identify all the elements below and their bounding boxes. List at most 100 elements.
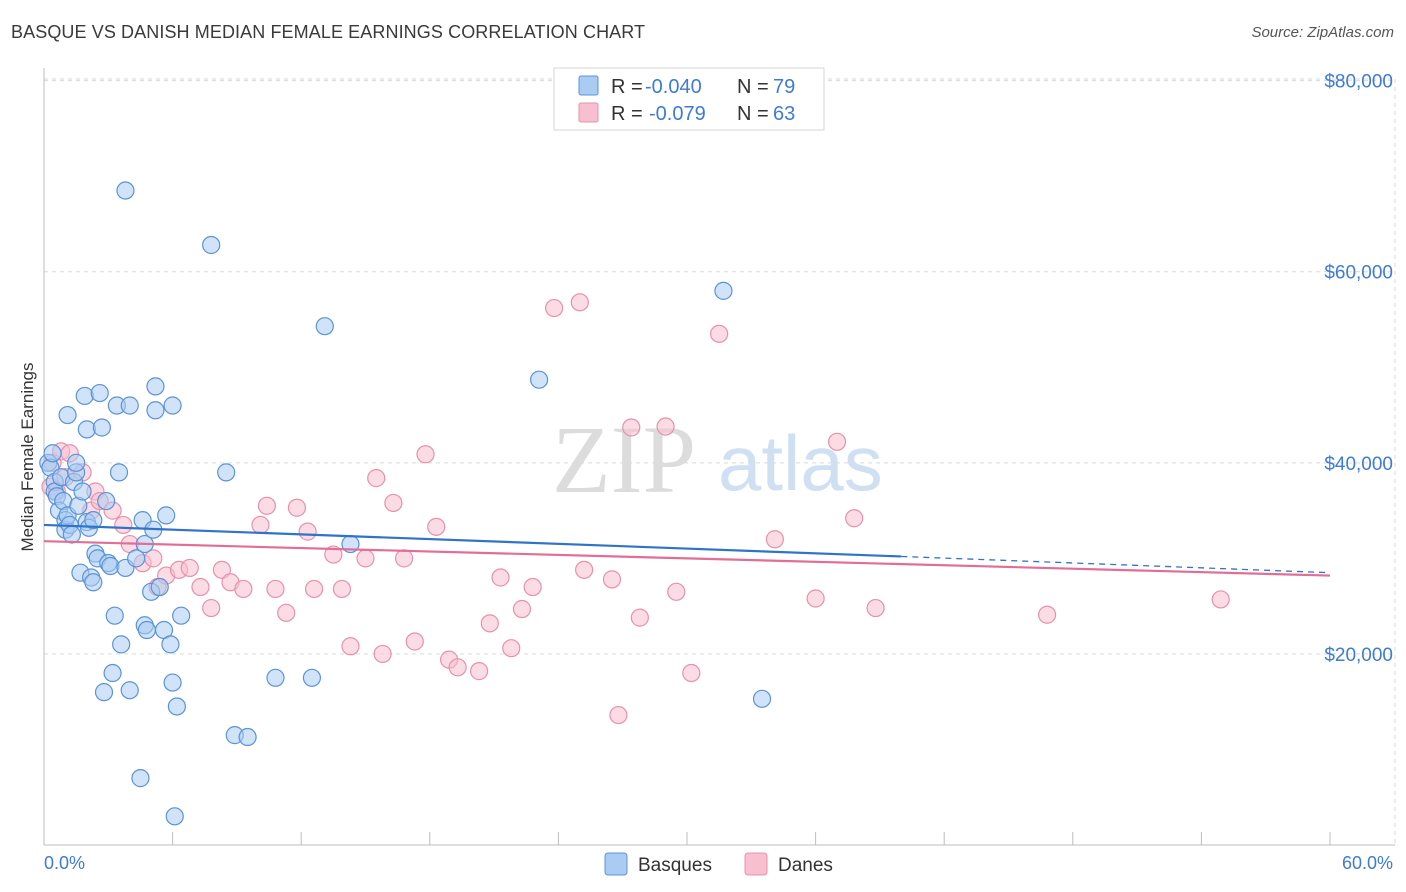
- basques-point-67: [238, 727, 257, 747]
- legend-box: [553, 67, 825, 131]
- danes-point-58: [667, 582, 686, 601]
- danes-point-44: [469, 662, 489, 681]
- basques-point-58: [161, 635, 180, 654]
- danes-point-40: [416, 445, 435, 464]
- basques-trend-line: [43, 523, 902, 558]
- danes-point-56: [630, 608, 649, 627]
- basques-point-69: [302, 668, 322, 687]
- basques-point-60: [163, 396, 182, 415]
- danes-point-32: [332, 579, 352, 599]
- basques-point-62: [167, 697, 186, 716]
- danes-point-52: [575, 560, 594, 579]
- basques-point-73: [714, 281, 733, 300]
- danes-point-26: [266, 579, 285, 599]
- danes-point-35: [367, 469, 386, 488]
- danes-point-39: [405, 632, 424, 651]
- danes-point-66: [1037, 605, 1057, 624]
- basques-point-17: [67, 453, 86, 472]
- danes-point-60: [710, 324, 729, 343]
- basques-series: [39, 181, 772, 826]
- danes-point-63: [827, 432, 847, 451]
- basques-point-50: [137, 620, 156, 640]
- danes-point-11: [114, 515, 133, 535]
- basques-point-32: [94, 683, 114, 702]
- danes-point-27: [277, 603, 296, 622]
- basques-point-46: [131, 769, 150, 788]
- danes-point-64: [845, 509, 864, 528]
- danes-point-29: [298, 522, 317, 541]
- basques-point-41: [116, 181, 135, 200]
- chart-title: BASQUE VS DANISH MEDIAN FEMALE EARNINGS …: [11, 22, 646, 42]
- basques-point-33: [97, 491, 116, 511]
- danes-point-38: [394, 549, 414, 568]
- y-tick-label-0: $20,000: [1324, 645, 1393, 666]
- danes-point-45: [480, 614, 499, 633]
- basques-point-30: [90, 383, 109, 403]
- legend-n-value-danes: 63: [773, 103, 795, 125]
- legend-r-label-basques: R =: [611, 76, 643, 98]
- basques-point-39: [109, 463, 129, 482]
- danes-point-31: [324, 545, 343, 564]
- danes-point-21: [212, 560, 231, 579]
- basques-point-55: [150, 577, 169, 597]
- legend-swatch-danes: [578, 102, 599, 123]
- basques-point-53: [146, 377, 165, 396]
- basques-point-63: [172, 606, 191, 625]
- danes-point-20: [202, 598, 221, 618]
- danes-trend-line: [43, 540, 1331, 577]
- basques-point-20: [73, 482, 92, 501]
- watermark-atlas: atlas: [718, 419, 883, 507]
- basques-point-57: [157, 506, 176, 525]
- legend-r-label-danes: R =: [611, 103, 643, 125]
- basques-point-43: [120, 681, 139, 700]
- basques-point-45: [127, 549, 146, 568]
- y-tick-label-1: $40,000: [1324, 454, 1393, 475]
- danes-point-46: [491, 568, 510, 587]
- basques-point-31: [92, 418, 111, 437]
- danes-point-28: [287, 498, 307, 517]
- basques-point-14: [62, 525, 81, 544]
- danes-point-18: [180, 558, 199, 578]
- basques-point-35: [101, 556, 120, 576]
- danes-point-54: [609, 705, 628, 725]
- basques-point-61: [165, 807, 184, 826]
- bottom-legend-label-danes: Danes: [778, 855, 833, 876]
- danes-point-23: [234, 579, 253, 599]
- y-tick-label-2: $60,000: [1324, 263, 1393, 284]
- y-tick-label-3: $80,000: [1324, 72, 1393, 93]
- basques-point-11: [58, 405, 77, 425]
- danes-point-67: [1211, 590, 1230, 609]
- legend-n-label-danes: N =: [737, 103, 769, 125]
- danes-point-49: [523, 577, 542, 597]
- legend-swatch-basques: [578, 75, 599, 96]
- danes-point-61: [765, 530, 784, 549]
- danes-point-55: [622, 418, 641, 437]
- series-legend: Basques Danes: [604, 852, 833, 876]
- legend-r-value-danes: -0.079: [649, 103, 706, 125]
- basques-point-23: [77, 420, 96, 439]
- basques-point-2: [43, 444, 62, 463]
- basques-point-40: [112, 635, 131, 654]
- trend-lines: [43, 523, 1331, 577]
- bottom-legend-swatch-danes: [744, 852, 768, 876]
- danes-point-33: [341, 637, 360, 656]
- x-tick-label-max: 60.0%: [1342, 853, 1393, 873]
- bottom-legend-label-basques: Basques: [638, 855, 712, 876]
- danes-point-47: [502, 639, 521, 658]
- x-tick-label-min: 0.0%: [44, 853, 85, 873]
- danes-point-65: [866, 598, 885, 618]
- danes-point-41: [427, 517, 446, 536]
- danes-point-36: [373, 644, 392, 664]
- y-axis-label: Median Female Earnings: [18, 363, 37, 552]
- danes-point-50: [545, 298, 564, 318]
- danes-point-62: [806, 589, 825, 608]
- basques-point-74: [752, 689, 772, 708]
- basques-point-26: [84, 573, 103, 592]
- basques-point-54: [146, 401, 165, 420]
- legend-n-value-basques: 79: [773, 76, 795, 98]
- basques-point-36: [103, 663, 122, 683]
- danes-point-25: [257, 496, 277, 515]
- basques-point-21: [75, 386, 94, 406]
- y-axis-tick-labels: $20,000 $40,000 $60,000 $80,000: [1324, 72, 1393, 666]
